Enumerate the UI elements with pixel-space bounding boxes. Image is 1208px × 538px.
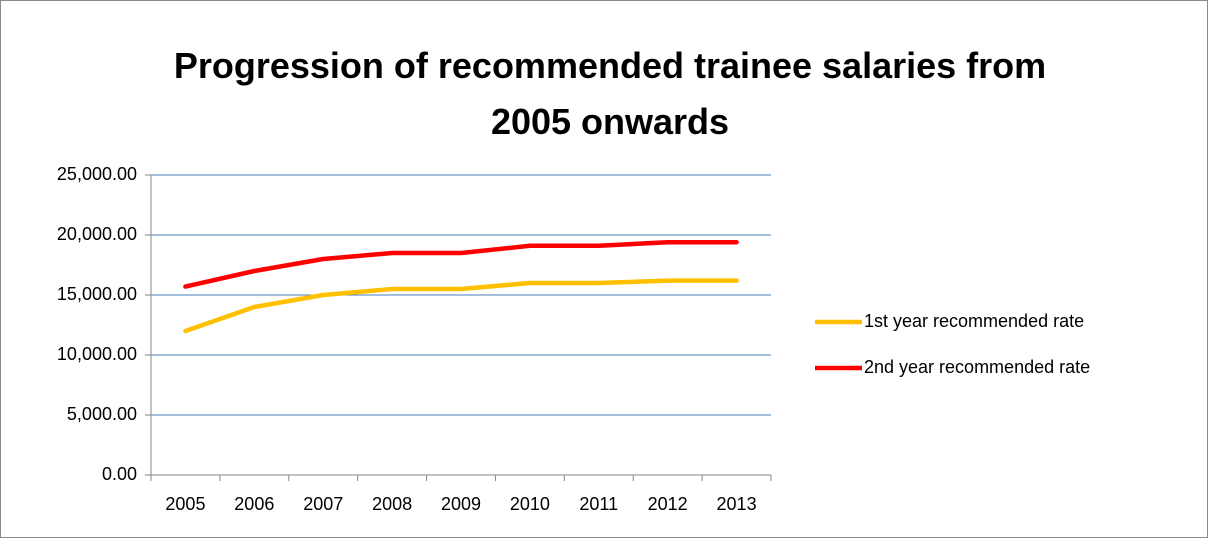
x-tick-label: 2006	[234, 494, 274, 514]
x-tick-label: 2007	[303, 494, 343, 514]
x-tick-label: 2011	[579, 494, 618, 514]
x-tick-label: 2008	[372, 494, 412, 514]
x-tick-label: 2005	[165, 494, 205, 514]
x-tick-label: 2009	[441, 494, 481, 514]
x-tick-label: 2010	[510, 494, 550, 514]
legend-label: 1st year recommended rate	[864, 311, 1084, 331]
x-tick-label: 2012	[648, 494, 688, 514]
y-tick-label: 20,000.00	[57, 224, 137, 244]
y-tick-label: 0.00	[102, 464, 137, 484]
y-tick-label: 10,000.00	[57, 344, 137, 364]
series-line	[183, 278, 739, 334]
x-tick-label: 2013	[717, 494, 757, 514]
series-line	[183, 239, 739, 289]
chart-title: Progression of recommended trainee salar…	[173, 45, 1047, 142]
legend-label: 2nd year recommended rate	[864, 357, 1090, 377]
y-tick-label: 15,000.00	[57, 284, 137, 304]
y-tick-label: 25,000.00	[57, 164, 137, 184]
y-tick-label: 5,000.00	[67, 404, 137, 424]
